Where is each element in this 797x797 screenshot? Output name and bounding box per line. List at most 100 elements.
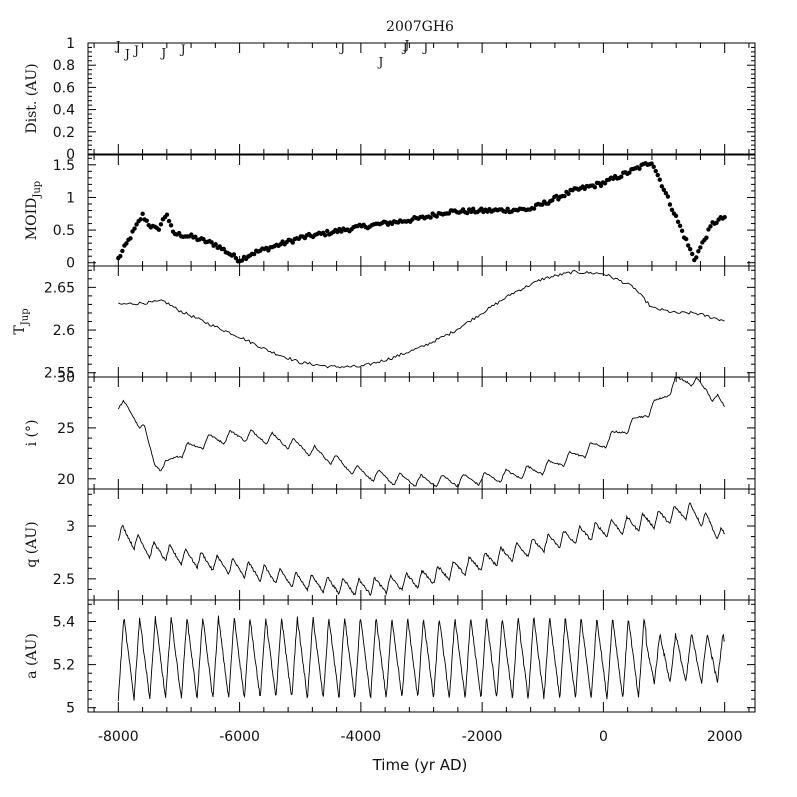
moid-point: [683, 236, 689, 242]
x-tick-label: -2000: [462, 729, 503, 745]
moid-points: [116, 161, 727, 264]
moid-point: [251, 251, 257, 257]
y-tick-label: 0.2: [53, 125, 75, 141]
x-tick-label: -6000: [219, 729, 260, 745]
moid-point: [659, 184, 665, 189]
moid-point: [665, 194, 671, 199]
moid-point: [239, 258, 245, 263]
moid-point: [554, 193, 559, 199]
y-tick-label: 5.4: [53, 615, 75, 631]
panel-frame: [87, 599, 756, 713]
y-tick-label: 25: [57, 421, 75, 437]
moid-point: [706, 227, 711, 232]
moid-point: [663, 190, 669, 196]
y-axis-label: a (AU): [24, 633, 40, 679]
moid-point: [176, 230, 182, 236]
y-tick-label: 1.5: [53, 158, 75, 174]
moid-point: [698, 245, 703, 250]
moid-point: [156, 227, 162, 232]
moid-point: [166, 218, 172, 224]
moid-point: [209, 240, 214, 245]
y-axis-label: Dist. (AU): [24, 63, 40, 133]
moid-point: [479, 206, 484, 211]
moid-point: [688, 247, 693, 252]
y-tick-label: 0: [66, 256, 75, 272]
panel-incl: 20 25 30 i (°): [24, 370, 756, 490]
moid-point: [233, 255, 239, 261]
moid-point: [661, 187, 667, 193]
close-approach-marker: J: [123, 47, 130, 61]
moid-point: [714, 220, 719, 225]
panel-frame: [87, 488, 756, 601]
panel-frame: [87, 376, 756, 490]
panel-frame: [87, 265, 756, 378]
moid-point: [722, 214, 727, 220]
x-axis-label: Time (yr AD): [372, 756, 468, 774]
moid-point: [690, 251, 695, 257]
moid-point: [685, 243, 691, 248]
moid-point: [651, 164, 656, 170]
moid-point: [434, 214, 439, 219]
panel-frame: [87, 42, 756, 155]
moid-point: [158, 222, 164, 227]
moid-point: [708, 224, 713, 229]
panel-q: 2.5 3 q (AU): [24, 488, 756, 601]
y-axis-label: TJup: [12, 308, 31, 334]
close-approach-marker: J: [179, 43, 186, 57]
close-approach-marker: J: [403, 38, 410, 52]
moid-point: [550, 198, 555, 203]
moid-point: [138, 217, 143, 222]
series-line-tjup: [118, 270, 725, 369]
close-approach-marker: J: [114, 39, 121, 53]
series-line-incl: [117, 376, 726, 488]
moid-point: [118, 253, 123, 259]
moid-point: [505, 206, 510, 211]
moid-point: [562, 193, 567, 199]
moid-point: [164, 212, 170, 217]
y-tick-label: 1: [66, 36, 75, 52]
moid-point: [637, 166, 642, 171]
moid-point: [649, 161, 654, 166]
moid-point: [322, 233, 328, 238]
moid-point: [128, 236, 133, 241]
close-approach-marker: J: [159, 46, 166, 60]
y-tick-label: 5: [66, 701, 75, 717]
moid-point: [168, 223, 174, 228]
chart-title: 2007GH6: [386, 19, 454, 35]
moid-point: [124, 241, 129, 246]
moid-point: [627, 170, 632, 175]
moid-point: [471, 206, 476, 212]
x-tick-label: 2000: [707, 729, 743, 745]
series-line-a: [117, 615, 725, 701]
y-tick-label: 2.65: [44, 280, 75, 296]
moid-point: [657, 177, 662, 182]
x-tick-label: 0: [599, 729, 608, 745]
moid-point: [669, 207, 675, 213]
close-approach-marker: J: [421, 40, 428, 54]
moid-point: [655, 172, 660, 178]
close-approach-marker: J: [401, 40, 408, 54]
moid-point: [132, 226, 137, 231]
panel-a: 5 5.2 5.4 a (AU): [24, 599, 756, 717]
y-axis-label: i (°): [24, 420, 40, 447]
moid-point: [673, 213, 679, 219]
close-approach-marker: J: [338, 40, 345, 54]
moid-point: [667, 202, 673, 207]
moid-point: [231, 252, 237, 257]
moid-point: [696, 249, 701, 254]
y-tick-label: 2.6: [53, 323, 75, 339]
close-approach-marker: J: [376, 55, 383, 69]
y-tick-label: 0.8: [53, 58, 75, 74]
y-tick-label: 2.55: [44, 366, 75, 382]
moid-point: [531, 206, 537, 211]
y-tick-label: 0.4: [53, 103, 75, 119]
moid-point: [675, 219, 681, 225]
moid-point: [464, 210, 470, 216]
moid-point: [144, 218, 149, 223]
x-tick-label: -8000: [98, 729, 139, 745]
moid-point: [221, 246, 226, 252]
y-tick-label: 1: [66, 190, 75, 206]
